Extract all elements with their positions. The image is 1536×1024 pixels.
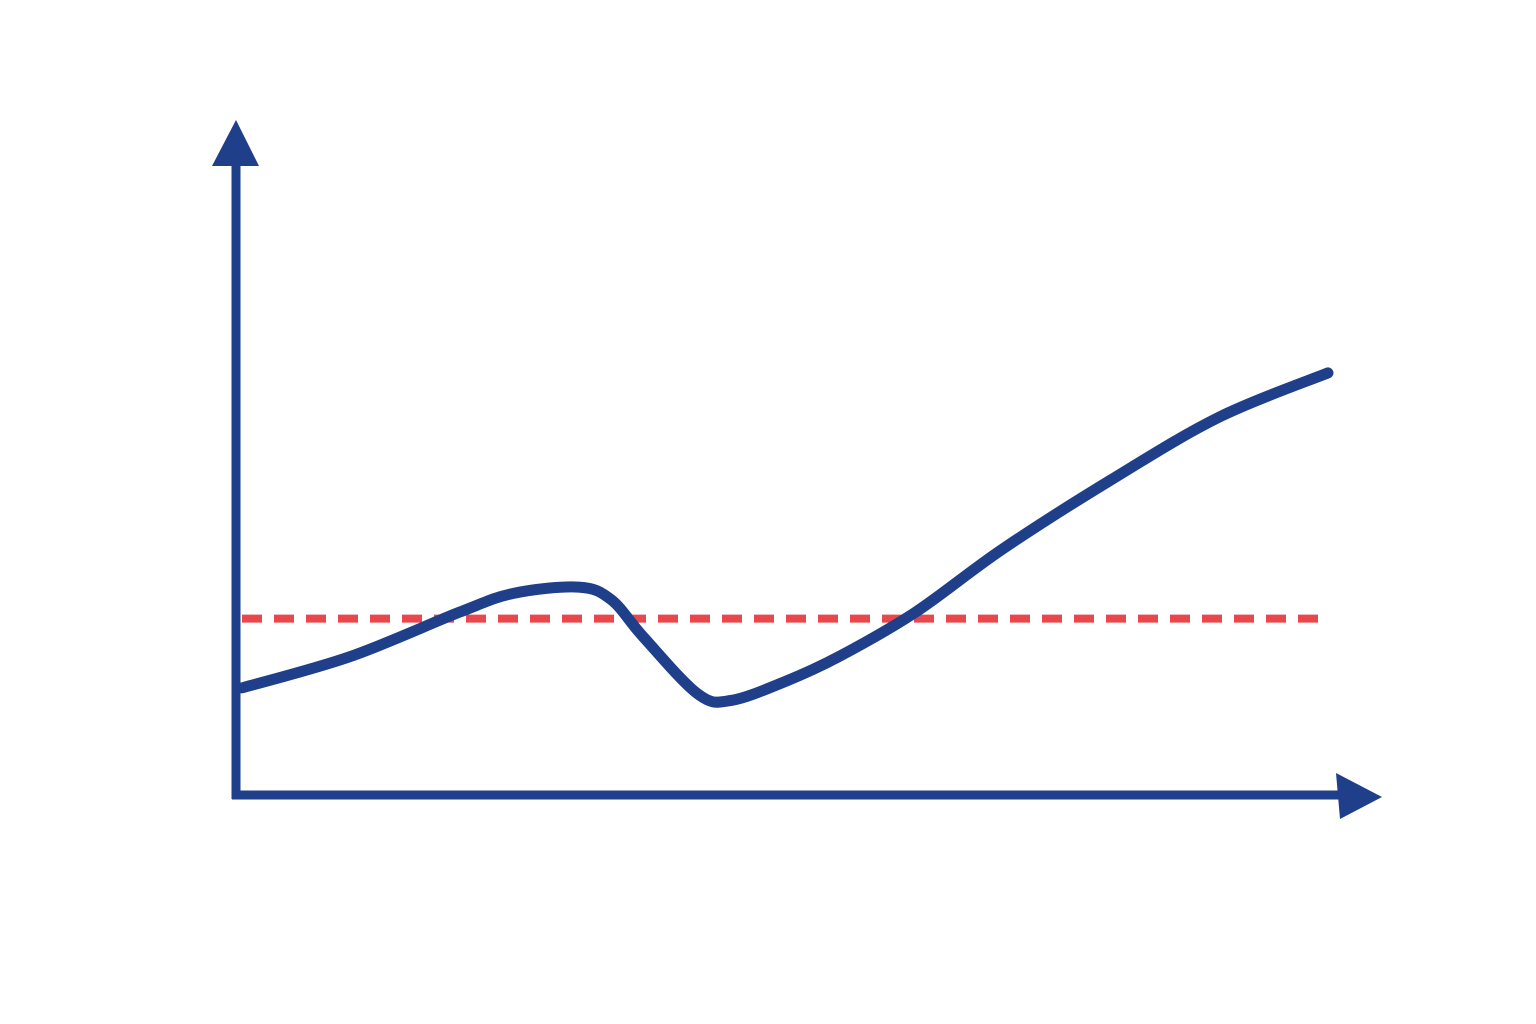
series-layer xyxy=(236,367,1334,708)
series-line xyxy=(236,367,1334,708)
y-axis-arrowhead xyxy=(212,120,259,166)
x-axis-arrowhead xyxy=(1336,773,1382,819)
axes xyxy=(212,120,1382,819)
